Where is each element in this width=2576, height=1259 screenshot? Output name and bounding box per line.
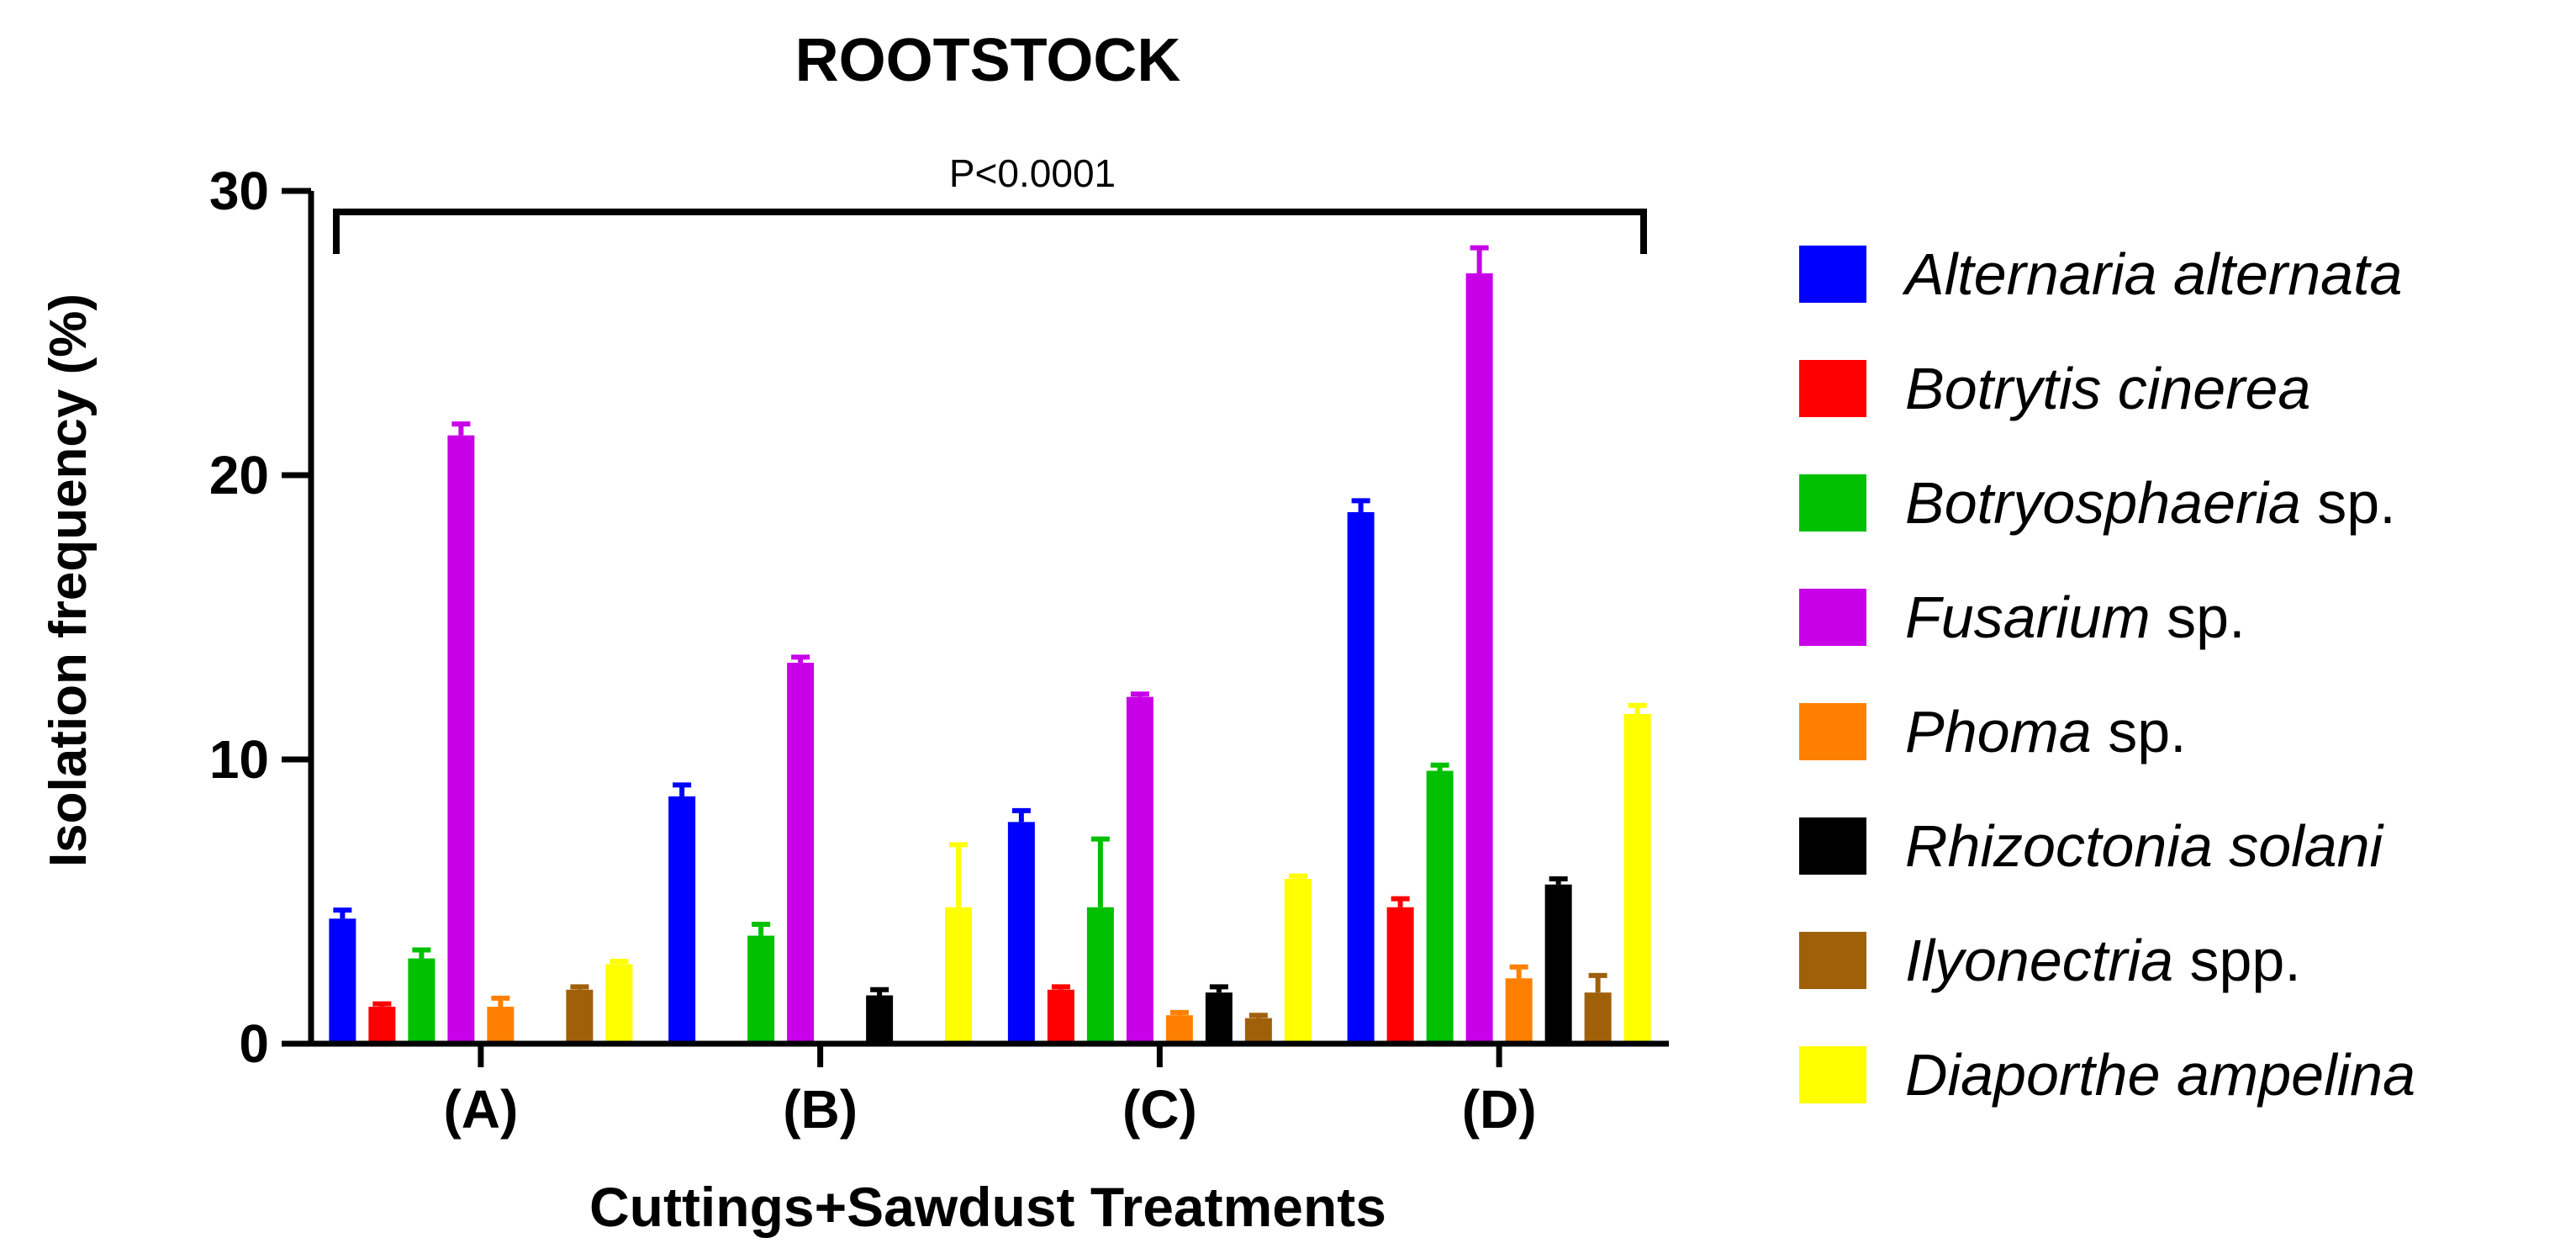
legend-item: Alternaria alternata (1799, 217, 2415, 331)
legend-item: Botryosphaeria sp. (1799, 446, 2415, 560)
bar-3-7 (1244, 1018, 1272, 1044)
bar-3-8 (1284, 878, 1312, 1044)
legend-label-italic: Botrytis cinerea (1905, 356, 2311, 421)
bar-2-6 (866, 995, 894, 1044)
y-tick-label: 0 (239, 1013, 269, 1074)
bar-1-1 (329, 918, 356, 1044)
bar-2-1 (668, 796, 696, 1044)
bar-3-2 (1047, 989, 1074, 1044)
legend-item: Phoma sp. (1799, 674, 2415, 789)
legend-label-italic: Botryosphaeria (1905, 470, 2301, 536)
y-tick-label: 20 (209, 445, 269, 505)
legend-swatch (1799, 703, 1866, 760)
x-axis-label: Cuttings+Sawdust Treatments (589, 1176, 1386, 1238)
legend-item: Fusarium sp. (1799, 560, 2415, 674)
legend-label-italic: Fusarium (1905, 585, 2151, 650)
legend-label: Botryosphaeria sp. (1905, 469, 2396, 537)
bar-3-5 (1165, 1015, 1193, 1044)
legend: Alternaria alternata Botrytis cinerea Botr… (1799, 217, 2415, 1132)
legend-label-italic: Rhizoctonia solani (1905, 813, 2383, 879)
bar-4-7 (1584, 992, 1612, 1044)
legend-item: Ilyonectria spp. (1799, 903, 2415, 1018)
bar-1-2 (368, 1007, 396, 1044)
bar-1-5 (487, 1007, 515, 1044)
legend-label: Phoma sp. (1905, 698, 2187, 765)
bar-3-3 (1086, 907, 1114, 1044)
legend-label-suffix: sp. (2091, 699, 2187, 764)
significance-bracket (333, 209, 1647, 254)
legend-label-italic: Phoma (1905, 699, 2092, 764)
legend-label: Diaporthe ampelina (1905, 1041, 2415, 1108)
bar-2-3 (747, 935, 775, 1044)
x-tick-label: (A) (443, 1079, 518, 1140)
legend-label: Fusarium sp. (1905, 584, 2246, 651)
legend-swatch (1799, 474, 1866, 532)
bar-3-6 (1205, 992, 1233, 1044)
legend-label: Botrytis cinerea (1905, 355, 2310, 422)
legend-label: Ilyonectria spp. (1905, 927, 2301, 994)
bar-1-4 (447, 435, 475, 1044)
x-tick-label: (D) (1462, 1079, 1537, 1140)
bar-1-3 (408, 958, 435, 1044)
legend-swatch (1799, 246, 1866, 303)
bar-4-4 (1465, 273, 1493, 1044)
legend-swatch (1799, 589, 1866, 646)
legend-item: Diaporthe ampelina (1799, 1018, 2415, 1132)
bar-1-7 (566, 989, 594, 1044)
p-value-annotation: P<0.0001 (949, 151, 1116, 195)
legend-label-suffix: sp. (2300, 470, 2396, 536)
legend-label: Rhizoctonia solani (1905, 812, 2383, 880)
y-axis-label: Isolation frequency (%) (40, 294, 98, 867)
error-bars-group (333, 245, 1647, 1018)
y-tick-label: 30 (209, 161, 269, 221)
bar-1-8 (605, 964, 633, 1044)
bar-4-3 (1426, 770, 1454, 1044)
significance-bracket-line (333, 209, 1647, 254)
x-tick-label: (C) (1122, 1079, 1197, 1140)
axes-group: (A) (B) (C) (D) 0 10 20 30 (209, 161, 1669, 1140)
legend-label: Alternaria alternata (1905, 241, 2402, 308)
bar-2-8 (945, 907, 973, 1044)
chart-title: ROOTSTOCK (795, 27, 1181, 94)
legend-label-italic: Diaporthe ampelina (1905, 1042, 2416, 1108)
bar-4-1 (1347, 511, 1375, 1044)
bar-2-4 (787, 663, 815, 1044)
legend-swatch (1799, 1046, 1866, 1103)
bar-3-4 (1126, 696, 1153, 1044)
legend-swatch (1799, 932, 1866, 989)
y-tick-label: 10 (209, 729, 269, 790)
x-tick-label: (B) (783, 1079, 858, 1140)
legend-swatch (1799, 360, 1866, 417)
bar-4-5 (1505, 978, 1533, 1044)
legend-swatch (1799, 817, 1866, 875)
bars-group (329, 273, 1651, 1044)
legend-label-italic: Alternaria alternata (1905, 241, 2403, 307)
legend-item: Rhizoctonia solani (1799, 789, 2415, 903)
legend-item: Botrytis cinerea (1799, 331, 2415, 446)
bar-4-8 (1623, 713, 1651, 1044)
bar-3-1 (1007, 822, 1035, 1044)
bar-4-2 (1386, 907, 1414, 1044)
legend-label-suffix: sp. (2150, 585, 2246, 650)
legend-label-italic: Ilyonectria (1905, 928, 2174, 993)
legend-label-suffix: spp. (2173, 928, 2301, 993)
bar-4-6 (1544, 884, 1572, 1044)
